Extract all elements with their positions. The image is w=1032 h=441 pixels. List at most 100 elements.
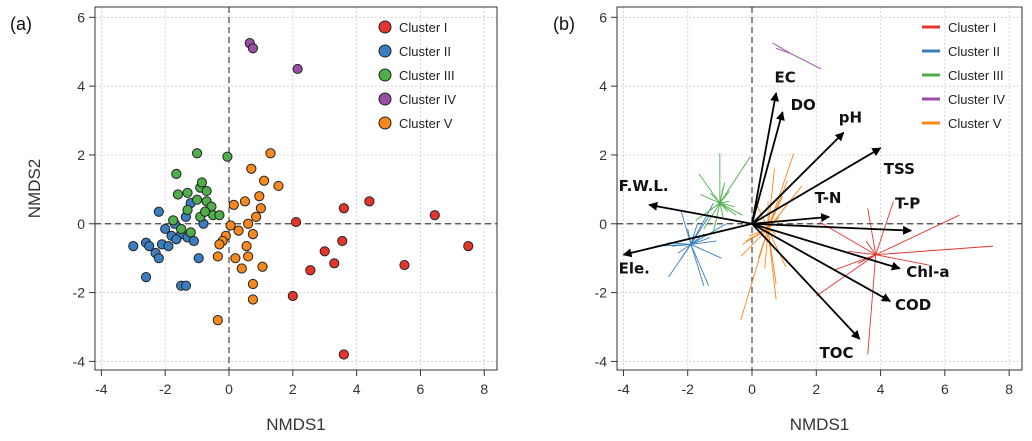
scatter-point — [185, 227, 196, 238]
scatter-point — [305, 265, 316, 276]
spider-segment — [690, 244, 722, 259]
legend-label: Cluster I — [399, 20, 447, 35]
spider-segment — [875, 201, 894, 255]
env-vector-label: DO — [791, 96, 816, 114]
env-vector-label: TOC — [820, 344, 854, 362]
spider-segment — [848, 250, 876, 256]
x-axis-label: NMDS1 — [266, 415, 326, 434]
panel-a-scatter: -4 -2 0 2 4 6 8 -4 -2 0 2 4 6 NMDS1 NMDS2 (a) Cluster I C… — [10, 6, 498, 434]
spider-segment — [833, 254, 876, 271]
legend-label: Cluster I — [948, 20, 996, 35]
y-tick-label: -2 — [595, 285, 608, 301]
x-tick-label: -4 — [95, 381, 108, 397]
spider-segment — [775, 47, 791, 54]
scatter-point — [287, 290, 298, 302]
scatter-point — [153, 253, 164, 264]
scatter-point — [254, 191, 265, 202]
scatter-point — [212, 251, 223, 262]
env-vector-arrow — [751, 131, 845, 225]
env-vector-arrow — [751, 222, 913, 235]
spider-segment — [772, 42, 791, 54]
scatter-point — [171, 168, 182, 179]
panel-label: (b) — [553, 14, 575, 34]
spider-segment — [740, 228, 769, 321]
env-vector-arrow — [648, 201, 753, 225]
spider-segment — [690, 237, 711, 245]
env-vector-arrow — [751, 92, 780, 224]
env-vector-label: EC — [775, 69, 796, 87]
spider-segment — [719, 156, 751, 204]
scatter-point — [429, 210, 440, 221]
legend-label: Cluster III — [399, 68, 455, 83]
plot-frame — [94, 6, 498, 371]
scatter-point — [338, 349, 349, 360]
legend-label: Cluster IV — [948, 92, 1005, 107]
scatter-point — [255, 203, 267, 214]
y-tick-label: -4 — [73, 353, 86, 369]
legend-marker — [378, 44, 392, 58]
scatter-point — [176, 223, 187, 235]
spider-segment — [740, 228, 769, 257]
x-axis-label: NMDS1 — [790, 415, 850, 434]
env-vector-arrow — [622, 222, 753, 258]
scatter-point — [163, 241, 174, 252]
x-tick-label: 0 — [748, 381, 756, 397]
scatter-point — [241, 241, 252, 252]
spider-segment — [719, 202, 729, 213]
scatter-point — [225, 220, 236, 231]
scatter-point — [230, 253, 241, 264]
scatter-point — [247, 228, 259, 240]
spider-segment — [867, 254, 877, 355]
scatter-point — [191, 194, 203, 205]
scatter-point — [236, 263, 247, 274]
scatter-point — [247, 43, 259, 54]
panel-label: (a) — [10, 14, 32, 34]
scatter-point — [188, 235, 200, 247]
scatter-point — [160, 223, 171, 235]
x-tick-label: -2 — [159, 381, 172, 397]
scatter-point — [329, 258, 340, 269]
panel-b-biplot: -4 -2 0 2 4 6 8 -4 -2 0 2 4 6 NMDS1 (b) EC DO pH TSS T-N T-P… — [553, 6, 1023, 434]
plot-frame — [616, 6, 1023, 371]
scatter-point — [193, 253, 204, 264]
y-axis-label: NMDS2 — [25, 159, 44, 219]
scatter-point — [292, 63, 303, 75]
env-vector-label: TSS — [884, 160, 915, 178]
legend-marker — [378, 68, 392, 82]
spider-segment — [698, 173, 721, 204]
scatter-point — [243, 251, 254, 262]
x-tick-label: 2 — [289, 381, 297, 397]
spider-segment — [719, 200, 730, 204]
scatter-point — [337, 235, 348, 247]
spider-segment — [816, 254, 877, 297]
spider-segment — [767, 228, 777, 300]
spider-segment — [767, 168, 775, 229]
y-tick-label: 6 — [599, 9, 607, 25]
spider-segment — [875, 254, 929, 266]
scatter-point — [265, 148, 276, 159]
y-tick-label: 2 — [77, 147, 85, 163]
env-vector-arrow — [751, 147, 882, 225]
scatter-point — [258, 175, 270, 186]
spider-segment — [867, 208, 877, 255]
spider-segment — [690, 223, 698, 245]
env-vector-arrow — [751, 222, 891, 302]
y-tick-label: 2 — [599, 147, 607, 163]
scatter-point — [214, 239, 225, 250]
env-vector-label: COD — [895, 296, 931, 314]
spider-segment — [690, 240, 717, 245]
legend-label: Cluster III — [948, 68, 1004, 83]
spider-segment — [742, 228, 769, 245]
env-vector-label: T-P — [895, 194, 920, 212]
scatter-point — [243, 218, 254, 229]
y-tick-label: 0 — [77, 216, 85, 232]
spider-segment — [719, 202, 735, 208]
spider-segment — [865, 240, 877, 255]
env-vector-arrow — [751, 222, 901, 271]
env-vector-label: Chl-a — [906, 263, 949, 281]
scatter-point — [399, 259, 410, 271]
scatter-point — [140, 271, 152, 283]
legend-marker — [378, 92, 392, 106]
env-vector-arrow — [751, 223, 861, 340]
